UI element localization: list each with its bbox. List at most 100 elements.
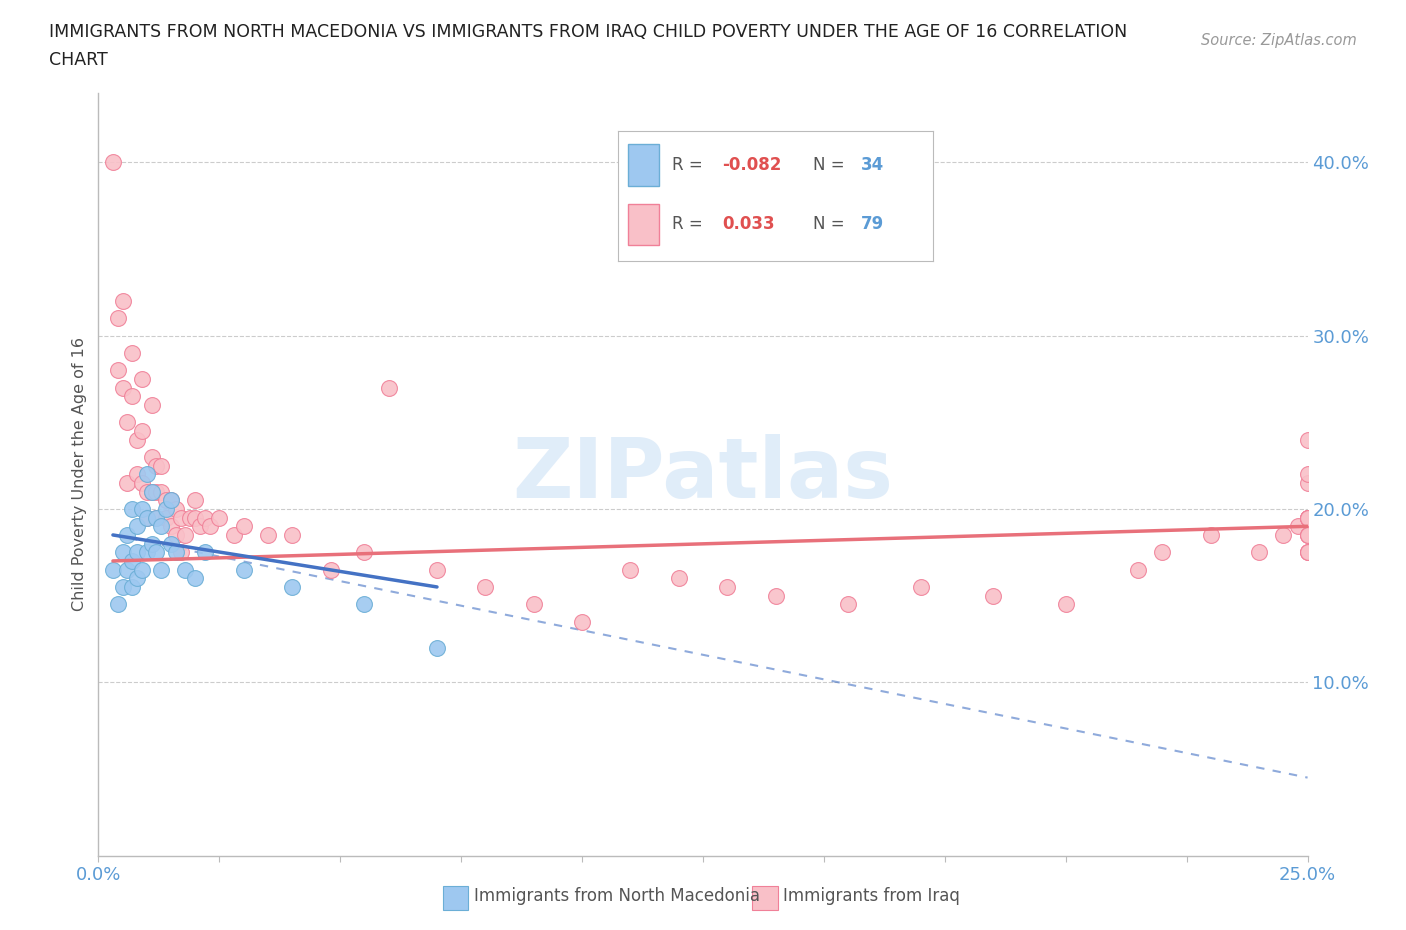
Point (127, 432, 149, 447)
Point (145, 511, 167, 525)
Point (107, 363, 129, 378)
Point (194, 511, 217, 525)
Point (135, 485, 157, 499)
Point (1296, 545, 1319, 560)
Point (184, 571, 207, 586)
Point (319, 562, 342, 577)
Point (1286, 519, 1309, 534)
Point (1296, 475, 1319, 490)
Text: Source: ZipAtlas.com: Source: ZipAtlas.com (1201, 33, 1357, 47)
Point (150, 458, 173, 473)
Point (111, 380, 134, 395)
Point (619, 562, 641, 577)
Point (1296, 467, 1319, 482)
Point (377, 380, 399, 395)
Point (131, 371, 153, 387)
Point (101, 562, 124, 577)
Point (145, 545, 167, 560)
Point (145, 458, 167, 473)
Point (127, 467, 149, 482)
Point (121, 389, 143, 404)
Point (131, 475, 153, 490)
Point (107, 597, 129, 612)
Point (150, 562, 173, 577)
Point (117, 475, 139, 490)
Point (121, 579, 143, 594)
Point (150, 519, 173, 534)
Point (135, 467, 157, 482)
Point (155, 511, 177, 525)
Point (117, 527, 139, 542)
Point (1296, 527, 1319, 542)
Point (169, 545, 191, 560)
Point (165, 545, 187, 560)
Point (141, 485, 163, 499)
Point (426, 640, 449, 655)
Point (1272, 527, 1295, 542)
Point (188, 519, 211, 534)
Point (117, 415, 139, 430)
Point (1296, 511, 1319, 525)
Point (1296, 432, 1319, 447)
Point (765, 588, 787, 603)
Point (523, 597, 546, 612)
Point (668, 571, 690, 586)
Text: CHART: CHART (49, 51, 108, 69)
Point (981, 588, 1004, 603)
Point (208, 511, 231, 525)
Point (232, 562, 254, 577)
Point (1296, 527, 1319, 542)
Point (141, 485, 163, 499)
Point (160, 493, 183, 508)
Point (160, 537, 183, 551)
Point (194, 545, 217, 560)
Point (121, 501, 143, 516)
Point (121, 346, 143, 361)
Point (145, 511, 167, 525)
Point (1296, 545, 1319, 560)
Point (160, 493, 183, 508)
Point (1128, 562, 1150, 577)
Point (131, 562, 153, 577)
Point (426, 562, 449, 577)
Point (198, 519, 221, 534)
Point (101, 155, 124, 170)
Point (1054, 597, 1077, 612)
Point (1296, 527, 1319, 542)
Point (141, 397, 163, 412)
Point (141, 449, 163, 464)
Point (107, 311, 129, 325)
Point (141, 537, 163, 551)
Point (117, 562, 139, 577)
Point (127, 571, 149, 586)
Point (155, 501, 177, 516)
Point (165, 501, 187, 516)
Point (160, 519, 183, 534)
Point (111, 579, 134, 594)
Text: ZIPatlas: ZIPatlas (513, 433, 893, 515)
Text: Immigrants from Iraq: Immigrants from Iraq (783, 886, 960, 905)
Text: Immigrants from North Macedonia: Immigrants from North Macedonia (474, 886, 759, 905)
Point (281, 579, 304, 594)
Point (165, 527, 187, 542)
Point (571, 614, 593, 629)
Point (281, 527, 304, 542)
Point (256, 527, 278, 542)
Text: IMMIGRANTS FROM NORTH MACEDONIA VS IMMIGRANTS FROM IRAQ CHILD POVERTY UNDER THE : IMMIGRANTS FROM NORTH MACEDONIA VS IMMIG… (49, 23, 1128, 41)
Point (155, 493, 177, 508)
Point (131, 423, 153, 438)
Point (135, 545, 157, 560)
Point (145, 485, 167, 499)
Y-axis label: Child Poverty Under the Age of 16: Child Poverty Under the Age of 16 (72, 338, 87, 611)
Point (184, 493, 207, 508)
Point (1296, 511, 1319, 525)
Point (174, 527, 197, 542)
Point (1296, 545, 1319, 560)
Point (135, 511, 157, 525)
Point (837, 597, 859, 612)
Point (121, 553, 143, 568)
Point (1296, 511, 1319, 525)
Point (1296, 511, 1319, 525)
Point (127, 545, 149, 560)
Point (716, 579, 738, 594)
